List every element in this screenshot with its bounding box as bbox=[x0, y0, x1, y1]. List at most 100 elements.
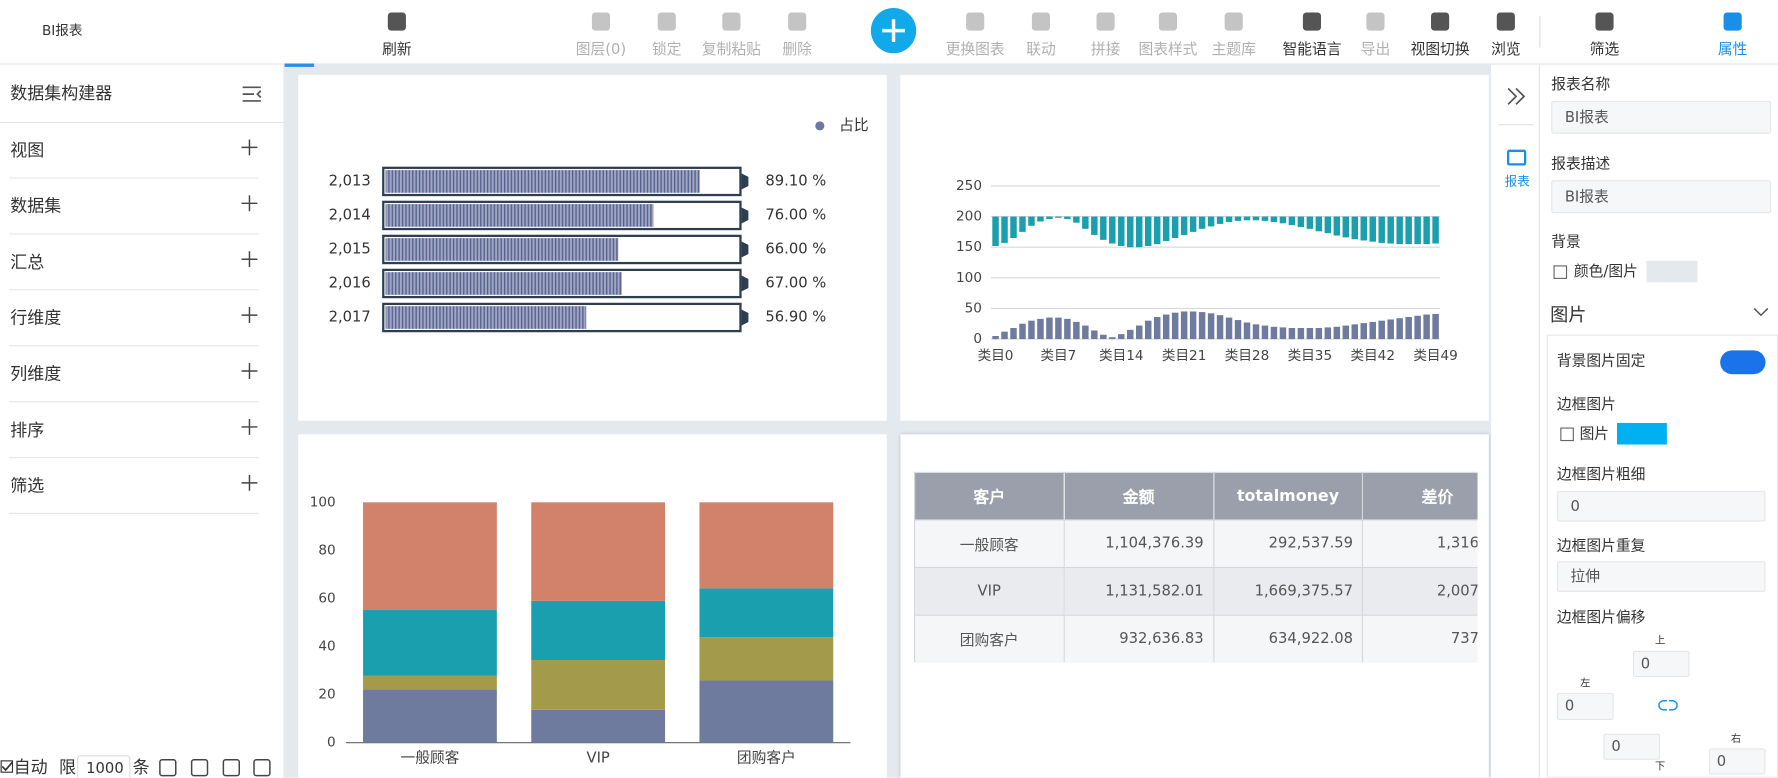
expand-icon bbox=[1507, 87, 1526, 105]
toolbar-icon bbox=[1096, 12, 1115, 31]
toolbar-button[interactable]: 拼接 bbox=[1090, 41, 1121, 59]
toggle[interactable] bbox=[1720, 350, 1766, 375]
y-tick-label: 2,014 bbox=[329, 206, 371, 223]
bar bbox=[1432, 313, 1439, 340]
sidebar-item[interactable]: 视图 bbox=[10, 140, 45, 161]
toolbar-button[interactable]: 属性 bbox=[1717, 41, 1748, 59]
input[interactable] bbox=[1603, 733, 1661, 760]
bar bbox=[1342, 216, 1350, 238]
bar bbox=[1306, 216, 1314, 229]
bar bbox=[1127, 216, 1134, 248]
bar bbox=[1360, 216, 1367, 241]
bar bbox=[385, 306, 587, 329]
field-label: 背景 bbox=[1551, 234, 1581, 252]
sidebar-item[interactable]: 汇总 bbox=[10, 251, 45, 273]
input[interactable] bbox=[1556, 692, 1614, 721]
checkbox-label: 颜色/图片 bbox=[1573, 263, 1638, 281]
input-value: 0 bbox=[1640, 655, 1651, 673]
toolbar-button[interactable]: 筛选 bbox=[1589, 41, 1620, 59]
toolbar-icon bbox=[788, 12, 807, 31]
footer-icon bbox=[190, 758, 209, 777]
input[interactable] bbox=[1551, 100, 1772, 134]
input-value: 拉伸 bbox=[1570, 568, 1600, 586]
toolbar-button[interactable]: 智能语言 bbox=[1282, 41, 1342, 59]
bar bbox=[1369, 321, 1376, 340]
input[interactable] bbox=[1556, 490, 1766, 522]
toolbar-button[interactable]: 刷新 bbox=[382, 41, 412, 59]
x-tick-label: VIP bbox=[586, 750, 609, 767]
header-cell: 客户 bbox=[913, 471, 1065, 521]
toolbar-button[interactable]: 更换图表 bbox=[945, 41, 1005, 59]
toolbar-icon bbox=[1431, 12, 1450, 31]
footer-icon bbox=[222, 758, 240, 777]
add-icon bbox=[241, 251, 258, 268]
input[interactable] bbox=[1632, 650, 1690, 677]
toolbar-button[interactable]: 图表样式 bbox=[1138, 41, 1198, 59]
toolbar-button[interactable]: 图层(0) bbox=[575, 41, 627, 59]
sidebar-item[interactable]: 数据集 bbox=[10, 195, 62, 217]
toolbar-button[interactable]: 视图切换 bbox=[1410, 41, 1470, 59]
color-swatch[interactable] bbox=[1616, 422, 1667, 445]
sidebar-item[interactable]: 排序 bbox=[10, 419, 45, 440]
toolbar-button[interactable]: 删除 bbox=[782, 41, 812, 59]
limit-label: 限 bbox=[58, 756, 76, 778]
bar bbox=[1405, 317, 1412, 340]
legend-marker bbox=[815, 121, 825, 131]
bar bbox=[1207, 216, 1215, 227]
bar bbox=[1333, 216, 1341, 236]
bar bbox=[1324, 327, 1332, 340]
toolbar-icon bbox=[1366, 12, 1385, 31]
toolbar-button[interactable]: 复制粘贴 bbox=[701, 41, 761, 59]
header-row: 客户 金额 totalmoney 差价 bbox=[913, 471, 1478, 521]
value-label: 76.00 % bbox=[765, 206, 826, 223]
bar-segment bbox=[531, 709, 666, 743]
toolbar-button[interactable]: 联动 bbox=[1026, 41, 1056, 59]
toolbar-button[interactable]: 锁定 bbox=[652, 41, 682, 59]
toolbar-icon bbox=[1723, 12, 1742, 31]
bar bbox=[1333, 326, 1341, 340]
toolbar-icon bbox=[1595, 12, 1614, 31]
offset-label: 上 bbox=[1654, 635, 1666, 647]
bar bbox=[385, 204, 654, 227]
x-tick-label: 类目28 bbox=[1225, 348, 1270, 364]
report-icon bbox=[1506, 149, 1527, 166]
input[interactable] bbox=[1556, 561, 1766, 592]
toolbar-button[interactable]: 浏览 bbox=[1491, 41, 1521, 59]
toolbar-button[interactable]: 主题库 bbox=[1211, 41, 1256, 59]
app-title: BI报表 bbox=[41, 22, 83, 39]
bar bbox=[1270, 216, 1278, 223]
limit-input[interactable] bbox=[77, 755, 131, 778]
sidebar-title: 数据集构建器 bbox=[10, 83, 113, 104]
checkbox bbox=[0, 760, 14, 773]
input[interactable] bbox=[1551, 180, 1772, 214]
bar-cap bbox=[741, 241, 749, 258]
color-swatch[interactable] bbox=[1646, 260, 1698, 283]
input-value: BI报表 bbox=[1564, 108, 1609, 126]
checkbox[interactable] bbox=[1560, 427, 1574, 442]
checkbox[interactable] bbox=[1553, 265, 1568, 279]
table: 客户 金额 totalmoney 差价 一般顾客 1,104,376.39 292,537.… bbox=[913, 471, 1478, 663]
toolbar-icon bbox=[591, 12, 611, 31]
sidebar-item[interactable]: 列维度 bbox=[10, 363, 62, 385]
side-tab[interactable]: 报表 bbox=[1504, 174, 1530, 189]
table-cell: 292,537.59 bbox=[1212, 519, 1364, 569]
toolbar-button[interactable]: 导出 bbox=[1360, 41, 1391, 59]
y-tick-label: 20 bbox=[318, 687, 335, 703]
sidebar-item[interactable]: 筛选 bbox=[10, 475, 45, 496]
table-cell: 一般顾客 bbox=[913, 519, 1065, 569]
input[interactable] bbox=[1708, 748, 1766, 775]
offset-label: 右 bbox=[1730, 734, 1742, 746]
x-tick-label: 类目49 bbox=[1413, 348, 1458, 364]
x-tick-label: 团购客户 bbox=[737, 750, 796, 767]
bar bbox=[1064, 318, 1071, 340]
bar bbox=[1091, 216, 1098, 235]
sidebar-item[interactable]: 行维度 bbox=[10, 307, 62, 329]
bar bbox=[1288, 216, 1296, 226]
bar-cap bbox=[741, 275, 749, 292]
bar bbox=[1360, 323, 1367, 340]
bar-segment bbox=[699, 588, 834, 638]
bar bbox=[1100, 216, 1107, 240]
